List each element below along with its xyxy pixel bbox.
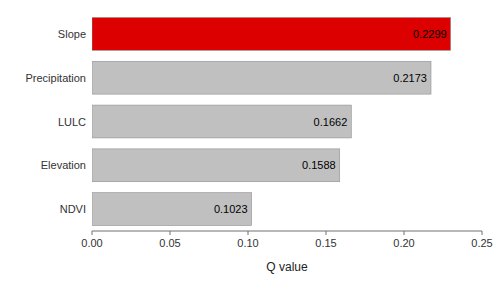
- x-tick: [404, 231, 405, 235]
- x-axis-label: Q value: [266, 260, 308, 274]
- x-tick-label: 0.00: [81, 237, 102, 249]
- bar: [92, 105, 351, 138]
- x-tick: [482, 231, 483, 235]
- category-label: NDVI: [60, 203, 86, 215]
- category-label: LULC: [58, 116, 86, 128]
- chart: 0.1023 0.1588 0.1662 0.2173 0.2299 NDVI Elevat…: [0, 0, 500, 281]
- data-label: 0.2173: [393, 72, 427, 84]
- bar: [92, 61, 431, 94]
- category-label: Precipitation: [25, 72, 86, 84]
- category-label: Slope: [58, 28, 86, 40]
- x-tick-label: 0.15: [315, 237, 336, 249]
- x-tick: [92, 231, 93, 235]
- data-label: 0.1662: [314, 116, 348, 128]
- bar: [92, 149, 340, 182]
- x-tick-label: 0.20: [393, 237, 414, 249]
- data-label: 0.1023: [214, 203, 248, 215]
- x-tick-label: 0.10: [237, 237, 258, 249]
- x-tick: [248, 231, 249, 235]
- data-label: 0.1588: [302, 159, 336, 171]
- x-tick: [326, 231, 327, 235]
- x-tick: [170, 231, 171, 235]
- data-label: 0.2299: [413, 28, 447, 40]
- bar: [92, 17, 451, 50]
- bars: [92, 17, 451, 225]
- x-axis-line: [92, 231, 482, 232]
- bar: [92, 193, 252, 226]
- x-tick-label: 0.25: [471, 237, 492, 249]
- category-label: Elevation: [41, 159, 86, 171]
- x-tick-label: 0.05: [159, 237, 180, 249]
- chart-container: 0.1023 0.1588 0.1662 0.2173 0.2299 NDVI Elevat…: [0, 0, 500, 281]
